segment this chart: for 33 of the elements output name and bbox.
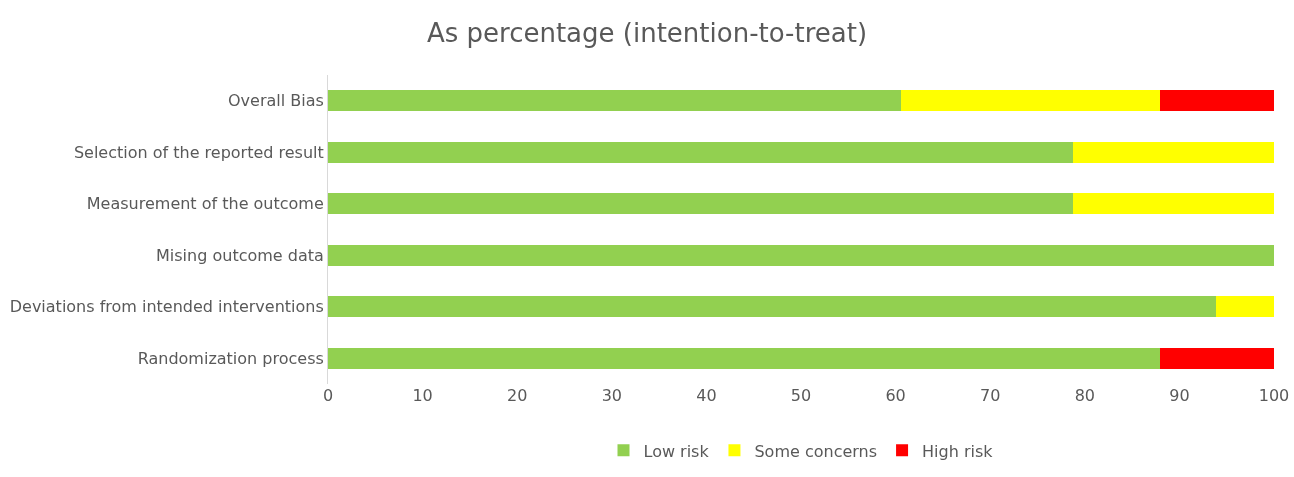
y-tick-label: Randomization process [137,348,324,368]
x-tick-label: 80 [1074,386,1095,405]
bar [328,141,1074,163]
bar [1073,141,1274,163]
legend-label: High risk [922,441,994,461]
chart-title: As percentage (intention-to-treat) [426,18,868,49]
y-tick-label: Overall Bias [227,91,324,111]
bar [1159,90,1274,112]
x-tick-label: 30 [601,386,622,405]
bar [1216,296,1274,318]
bar [328,347,1160,369]
legend-label: Some concerns [754,441,878,461]
bar [328,193,1074,215]
x-tick-label: 40 [696,386,717,405]
y-tick-label: Measurement of the outcome [86,194,324,214]
x-tick-label: 60 [885,386,906,405]
bar [901,90,1160,112]
x-tick-label: 10 [412,386,433,405]
bar [328,296,1217,318]
x-tick-label: 20 [507,386,528,405]
bar [1073,193,1274,215]
bar [328,244,1274,266]
y-tick-label: Selection of the reported result [73,142,324,162]
bar [328,90,902,112]
x-tick-label: 100 [1258,386,1290,405]
x-tick-label: 0 [322,386,334,405]
y-tick-label: Deviations from intended interventions [9,297,324,317]
x-tick-label: 90 [1169,386,1190,405]
x-tick-label: 50 [790,386,812,405]
x-tick-label: 70 [980,386,1001,405]
y-tick-label: Mising outcome data [156,245,324,265]
legend-label: Low risk [643,441,710,461]
bar [1159,347,1274,369]
